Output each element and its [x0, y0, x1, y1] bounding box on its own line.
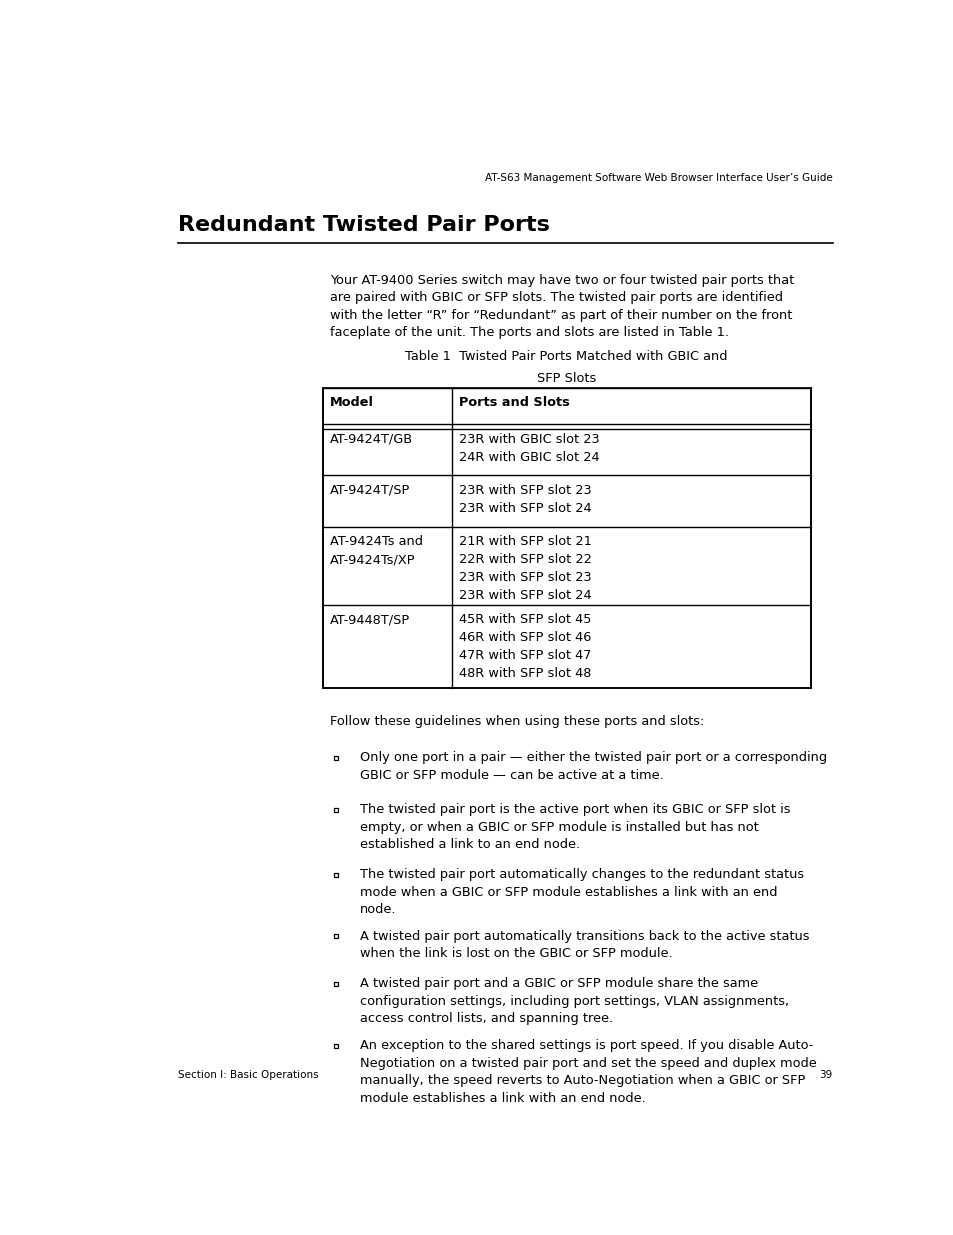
Text: Section I: Basic Operations: Section I: Basic Operations [178, 1071, 318, 1081]
Text: Only one port in a pair — either the twisted pair port or a corresponding
GBIC o: Only one port in a pair — either the twi… [359, 751, 826, 782]
Bar [334, 1044, 338, 1047]
Text: AT-9424T/GB: AT-9424T/GB [330, 432, 413, 446]
Text: AT-S63 Management Software Web Browser Interface User’s Guide: AT-S63 Management Software Web Browser I… [484, 173, 832, 183]
Text: AT-9448T/SP: AT-9448T/SP [330, 614, 410, 626]
Bar [334, 935, 338, 939]
Text: Model: Model [330, 396, 374, 409]
Text: AT-9424Ts and
AT-9424Ts/XP: AT-9424Ts and AT-9424Ts/XP [330, 535, 422, 566]
Text: An exception to the shared settings is port speed. If you disable Auto-
Negotiat: An exception to the shared settings is p… [359, 1039, 816, 1105]
Text: Redundant Twisted Pair Ports: Redundant Twisted Pair Ports [178, 215, 550, 235]
Text: A twisted pair port and a GBIC or SFP module share the same
configuration settin: A twisted pair port and a GBIC or SFP mo… [359, 977, 788, 1025]
Text: The twisted pair port is the active port when its GBIC or SFP slot is
empty, or : The twisted pair port is the active port… [359, 804, 789, 851]
Text: Follow these guidelines when using these ports and slots:: Follow these guidelines when using these… [330, 715, 703, 727]
Text: 39: 39 [819, 1071, 832, 1081]
Text: 23R with GBIC slot 23
24R with GBIC slot 24: 23R with GBIC slot 23 24R with GBIC slot… [459, 432, 599, 463]
Text: 45R with SFP slot 45
46R with SFP slot 46
47R with SFP slot 47
48R with SFP slot: 45R with SFP slot 45 46R with SFP slot 4… [459, 614, 591, 680]
Text: 23R with SFP slot 23
23R with SFP slot 24: 23R with SFP slot 23 23R with SFP slot 2… [459, 484, 592, 515]
Text: AT-9424T/SP: AT-9424T/SP [330, 484, 410, 496]
Text: SFP Slots: SFP Slots [537, 372, 596, 384]
Text: Ports and Slots: Ports and Slots [459, 396, 570, 409]
Text: Table 1  Twisted Pair Ports Matched with GBIC and: Table 1 Twisted Pair Ports Matched with … [405, 350, 727, 363]
Bar [334, 873, 338, 877]
Text: Your AT-9400 Series switch may have two or four twisted pair ports that
are pair: Your AT-9400 Series switch may have two … [330, 274, 794, 340]
Bar [322, 388, 810, 688]
Text: A twisted pair port automatically transitions back to the active status
when the: A twisted pair port automatically transi… [359, 930, 808, 961]
Bar [334, 808, 338, 811]
Text: The twisted pair port automatically changes to the redundant status
mode when a : The twisted pair port automatically chan… [359, 868, 802, 916]
Bar [334, 756, 338, 760]
Text: 21R with SFP slot 21
22R with SFP slot 22
23R with SFP slot 23
23R with SFP slot: 21R with SFP slot 21 22R with SFP slot 2… [459, 535, 592, 603]
Bar [334, 982, 338, 986]
